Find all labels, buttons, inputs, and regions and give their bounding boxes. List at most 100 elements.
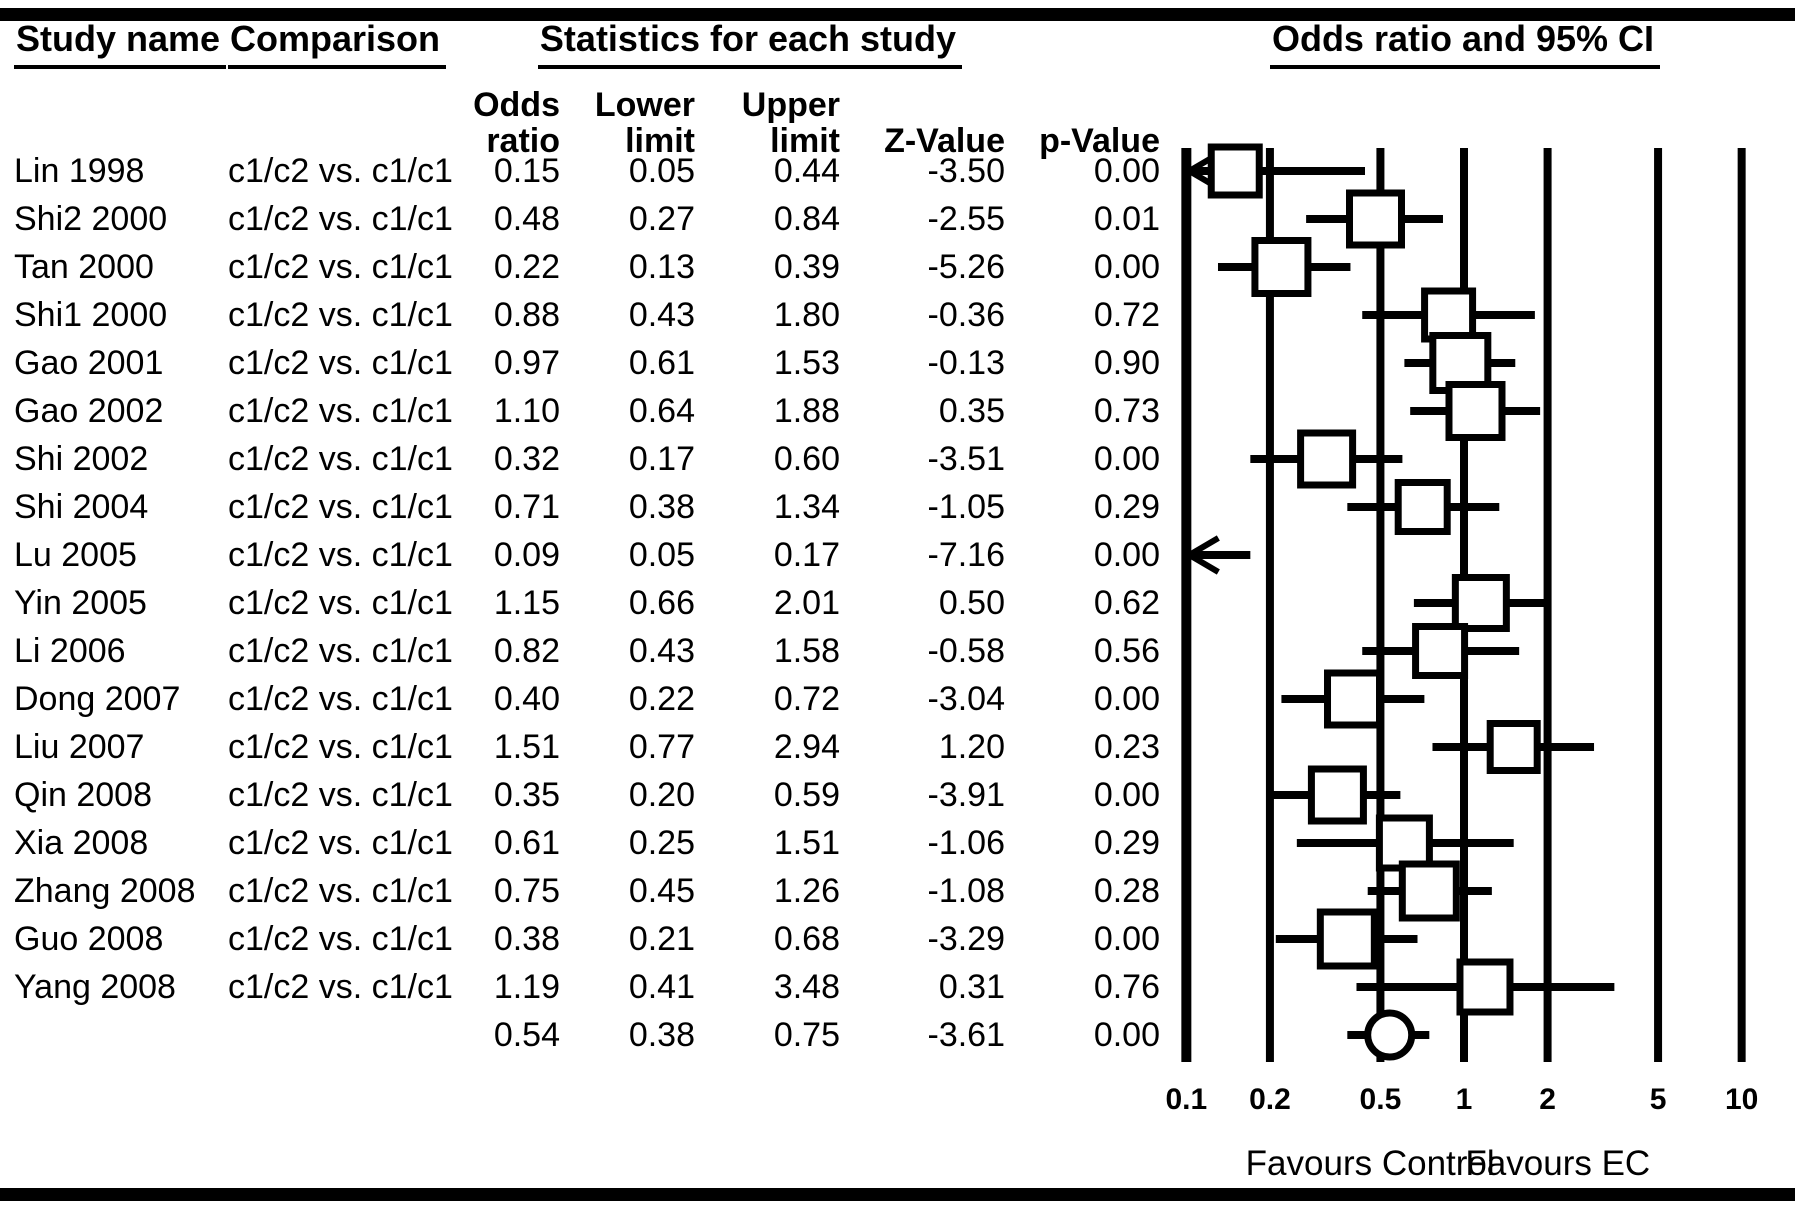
cell-comparison: c1/c2 vs. c1/c1 [228, 248, 453, 286]
axis-tick-label: 0.1 [1165, 1083, 1207, 1116]
cell-lower: 0.66 [628, 584, 695, 622]
cell-z: -3.51 [927, 440, 1006, 478]
axis-tick-label: 0.2 [1249, 1083, 1291, 1116]
cell-lower: 0.77 [628, 728, 695, 766]
axis-tick-label: 2 [1539, 1083, 1556, 1116]
cell-comparison: c1/c2 vs. c1/c1 [228, 680, 453, 718]
cell-or: 0.32 [493, 440, 560, 478]
cell-p: 0.00 [1093, 152, 1160, 190]
cell-z: -1.06 [927, 824, 1006, 862]
col-header-p-value: p-Value [1039, 122, 1160, 160]
cell-p: 0.62 [1093, 584, 1160, 622]
cell-p: 0.00 [1093, 1016, 1160, 1054]
top-rule [0, 8, 1795, 21]
cell-lower: 0.38 [628, 488, 695, 526]
cell-or: 0.22 [493, 248, 560, 286]
cell-z: 1.20 [938, 728, 1005, 766]
cell-or: 0.61 [493, 824, 560, 862]
col-header-lower-2: limit [625, 122, 695, 160]
cell-z: -1.05 [927, 488, 1006, 526]
cell-name: Dong 2007 [14, 680, 181, 718]
cell-upper: 0.39 [773, 248, 840, 286]
cell-or: 0.82 [493, 632, 560, 670]
cell-or: 0.97 [493, 344, 560, 382]
study-marker [1207, 143, 1263, 199]
cell-upper: 3.48 [773, 968, 840, 1006]
cell-z: -0.58 [927, 632, 1006, 670]
study-marker [1398, 860, 1460, 922]
cell-lower: 0.05 [628, 152, 695, 190]
bottom-rule [0, 1188, 1795, 1201]
cell-upper: 0.59 [773, 776, 840, 814]
summary-marker [1364, 1009, 1416, 1061]
cell-z: 0.31 [938, 968, 1005, 1006]
axis-tick-label: 10 [1725, 1083, 1758, 1116]
cell-lower: 0.27 [628, 200, 695, 238]
cell-name: Gao 2001 [14, 344, 164, 382]
cell-lower: 0.64 [628, 392, 695, 430]
cell-p: 0.00 [1093, 680, 1160, 718]
cell-comparison: c1/c2 vs. c1/c1 [228, 440, 453, 478]
cell-name: Lin 1998 [14, 152, 145, 190]
study-marker [1445, 381, 1506, 441]
col-header-lower-1: Lower [594, 86, 695, 124]
study-marker [1345, 189, 1405, 249]
cell-comparison: c1/c2 vs. c1/c1 [228, 728, 453, 766]
favours-left-label: Favours Control [1246, 1144, 1495, 1183]
cell-upper: 0.84 [773, 200, 840, 238]
cell-name: Shi 2004 [14, 488, 149, 526]
cell-name: Yin 2005 [14, 584, 147, 622]
cell-upper: 2.01 [773, 584, 840, 622]
col-header-z-value: Z-Value [884, 122, 1005, 160]
cell-lower: 0.25 [628, 824, 695, 862]
cell-p: 0.73 [1093, 392, 1160, 430]
cell-upper: 2.94 [773, 728, 840, 766]
cell-name: Qin 2008 [14, 776, 152, 814]
cell-upper: 0.72 [773, 680, 840, 718]
cell-p: 0.00 [1093, 440, 1160, 478]
cell-comparison: c1/c2 vs. c1/c1 [228, 392, 453, 430]
cell-z: 0.50 [938, 584, 1005, 622]
cell-lower: 0.21 [628, 920, 695, 958]
cell-lower: 0.43 [628, 632, 695, 670]
cell-comparison: c1/c2 vs. c1/c1 [228, 920, 453, 958]
cell-name: Tan 2000 [14, 248, 154, 286]
cell-comparison: c1/c2 vs. c1/c1 [228, 488, 453, 526]
cell-p: 0.29 [1093, 824, 1160, 862]
cell-name: Yang 2008 [14, 968, 176, 1006]
comparison-header: Comparison [228, 18, 447, 69]
cell-or: 0.54 [493, 1016, 560, 1054]
cell-z: -3.29 [927, 920, 1006, 958]
cell-comparison: c1/c2 vs. c1/c1 [228, 152, 453, 190]
cell-or: 0.15 [493, 152, 560, 190]
cell-comparison: c1/c2 vs. c1/c1 [228, 632, 453, 670]
cell-p: 0.90 [1093, 344, 1160, 382]
study-marker [1486, 720, 1541, 774]
cell-lower: 0.45 [628, 872, 695, 910]
statistics-header: Statistics for each study [470, 18, 1030, 69]
cell-lower: 0.43 [628, 296, 695, 334]
col-header-odds-ratio-2: ratio [486, 122, 560, 160]
cell-name: Shi2 2000 [14, 200, 168, 238]
cell-upper: 1.53 [773, 344, 840, 382]
cell-lower: 0.22 [628, 680, 695, 718]
cell-comparison: c1/c2 vs. c1/c1 [228, 872, 453, 910]
cell-name: Xia 2008 [14, 824, 149, 862]
favours-right-label: Favours EC [1465, 1144, 1650, 1183]
cell-z: -0.13 [927, 344, 1006, 382]
cell-name: Guo 2008 [14, 920, 164, 958]
cell-upper: 0.75 [773, 1016, 840, 1054]
cell-lower: 0.41 [628, 968, 695, 1006]
cell-or: 0.35 [493, 776, 560, 814]
cell-comparison: c1/c2 vs. c1/c1 [228, 776, 453, 814]
cell-z: -5.26 [927, 248, 1006, 286]
cell-z: -3.50 [927, 152, 1006, 190]
cell-name: Li 2006 [14, 632, 126, 670]
cell-or: 0.88 [493, 296, 560, 334]
axis-tick-label: 0.5 [1360, 1083, 1402, 1116]
study-marker [1456, 958, 1514, 1016]
cell-name: Shi 2002 [14, 440, 149, 478]
study-name-header: Study name [14, 18, 227, 69]
col-header-odds-ratio-1: Odds [473, 86, 560, 124]
cell-or: 0.09 [493, 536, 560, 574]
